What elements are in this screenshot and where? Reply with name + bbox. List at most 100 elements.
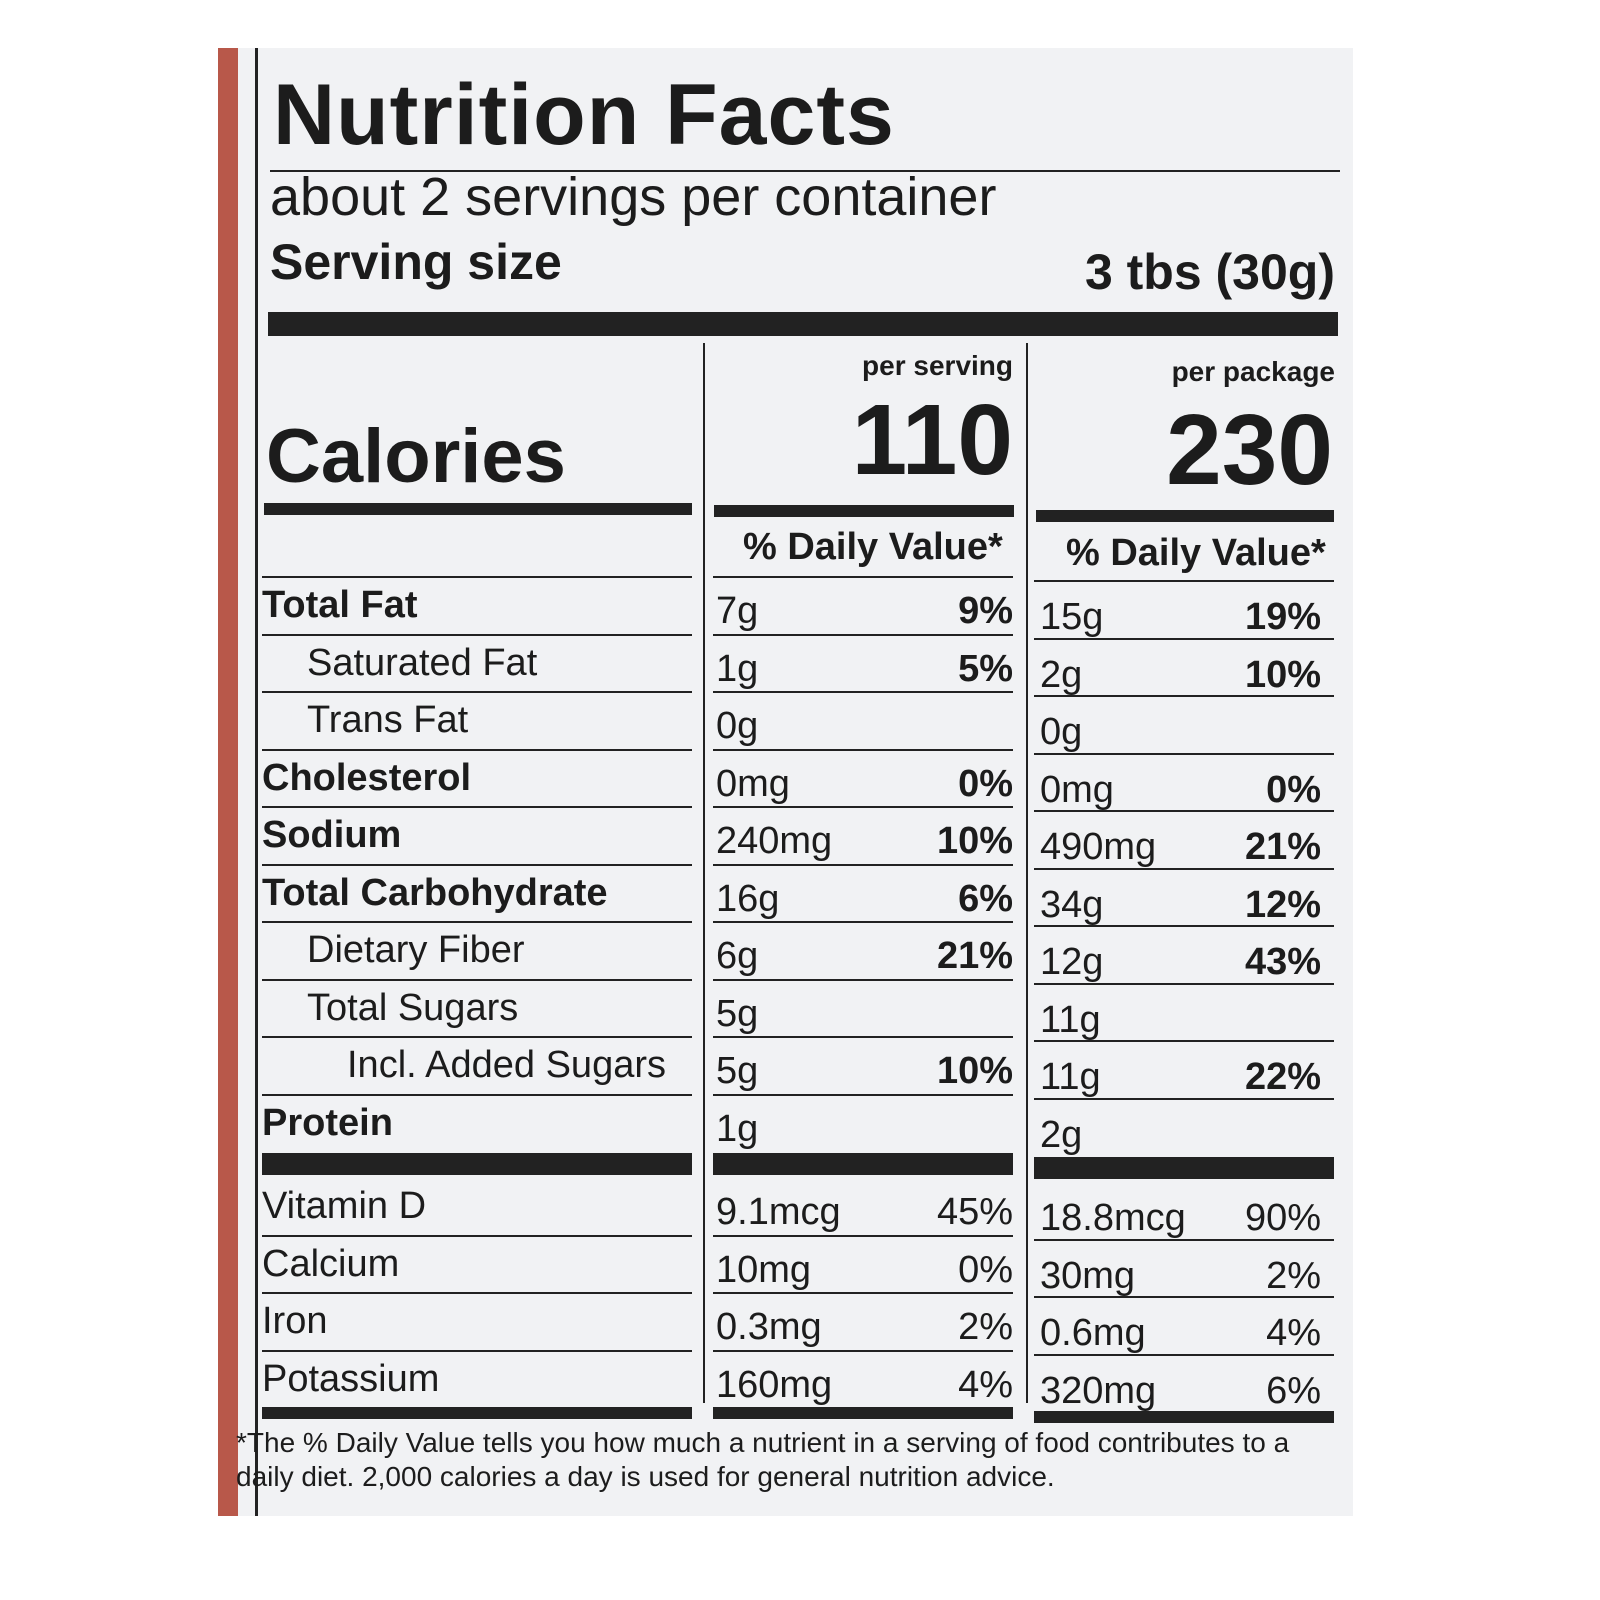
serving-dv: 0%: [958, 762, 1013, 805]
label-title: Nutrition Facts: [273, 67, 895, 163]
serving-amount: 6g: [716, 935, 759, 977]
serving-amount: 1g: [716, 647, 759, 690]
nutrient-name: Trans Fat: [307, 699, 469, 741]
nutrient-name: Saturated Fat: [307, 641, 538, 684]
nutrient-row: Incl. Added Sugars 5g 10% 11g 22%: [258, 1036, 1343, 1098]
package-edge: [218, 48, 238, 1516]
divider: [262, 1036, 692, 1038]
serving-amount: 5g: [716, 1050, 759, 1092]
serving-amount: 10mg: [716, 1248, 812, 1291]
serving-amount: 240mg: [716, 820, 833, 862]
nutrient-name: Potassium: [262, 1357, 440, 1400]
serving-amount: 9.1mcg: [716, 1191, 841, 1233]
nutrient-row: Dietary Fiber 6g 21% 12g 43%: [258, 921, 1343, 983]
divider: [713, 1349, 1013, 1352]
divider: [262, 1407, 692, 1419]
serving-dv: 0%: [958, 1248, 1013, 1291]
serving-amount: 1g: [716, 1107, 759, 1150]
nutrient-name: Incl. Added Sugars: [347, 1044, 666, 1086]
serving-dv: 10%: [936, 820, 1013, 862]
nutrient-row: Saturated Fat 1g 5% 2g 10%: [258, 634, 1343, 696]
column-divider: [703, 343, 705, 1403]
serving-dv: 9%: [958, 590, 1013, 632]
divider: [1034, 580, 1334, 582]
serving-amount: 16g: [716, 877, 780, 920]
divider: [1034, 752, 1334, 755]
calories-divider: [264, 503, 692, 515]
nutrition-facts-panel: Nutrition Facts about 2 servings per con…: [236, 48, 1343, 1516]
serving-amount: 160mg: [716, 1363, 833, 1406]
package-amount: 30mg: [1040, 1254, 1136, 1297]
per-package-label: per package: [1171, 356, 1335, 387]
divider: [1034, 1411, 1334, 1423]
serving-amount: 5g: [716, 992, 759, 1035]
divider: [713, 978, 1013, 981]
divider: [713, 1093, 1013, 1096]
divider: [1034, 1353, 1334, 1356]
package-amount: 11g: [1040, 1056, 1101, 1098]
divider: [713, 1234, 1013, 1237]
serving-dv: 6%: [958, 877, 1013, 920]
nutrient-row: Total Fat 7g 9% 15g 19%: [258, 576, 1343, 638]
divider: [1034, 1238, 1334, 1241]
divider: [1034, 1040, 1334, 1042]
nutrient-name: Total Carbohydrate: [262, 871, 608, 914]
serving-size-label: Serving size: [270, 234, 562, 290]
package-dv: 0%: [1266, 768, 1321, 811]
divider: [1034, 982, 1334, 985]
divider: [713, 633, 1013, 636]
divider: [262, 576, 692, 578]
per-serving-calories: 110: [851, 384, 1013, 496]
divider: [262, 1093, 692, 1096]
column-divider: [1026, 343, 1028, 1403]
nutrient-row: Protein 1g 2g: [258, 1094, 1343, 1156]
divider: [713, 863, 1013, 866]
nutrient-name: Total Sugars: [307, 986, 519, 1029]
divider: [262, 921, 692, 923]
servings-per-container: about 2 servings per container: [270, 167, 997, 227]
nutrient-row: Total Sugars 5g 11g: [258, 979, 1343, 1041]
package-amount: 0mg: [1040, 768, 1114, 811]
divider: [713, 748, 1013, 751]
package-dv: 19%: [1244, 596, 1321, 638]
divider: [1034, 925, 1334, 927]
nutrient-name: Iron: [262, 1300, 328, 1342]
nutrient-row: Total Carbohydrate 16g 6% 34g 12%: [258, 864, 1343, 926]
serving-amount: 7g: [716, 590, 759, 632]
divider: [713, 1153, 1013, 1175]
divider: [1034, 1097, 1334, 1100]
serving-dv: 2%: [958, 1306, 1013, 1348]
vitamin-row: Potassium 160mg 4% 320mg 6%: [258, 1350, 1343, 1412]
divider: [1034, 637, 1334, 640]
footnote: *The % Daily Value tells you how much a …: [236, 1427, 1290, 1492]
nutrition-label-background: [218, 48, 1353, 1516]
package-dv: 12%: [1244, 883, 1321, 926]
package-dv: 2%: [1266, 1254, 1321, 1297]
nutrient-name: Protein: [262, 1101, 393, 1144]
serving-dv: 10%: [936, 1050, 1013, 1092]
package-dv: 22%: [1244, 1056, 1321, 1098]
per-serving-dv-header: % Daily Value*: [743, 526, 1003, 568]
divider: [262, 691, 692, 693]
nutrient-name: Cholesterol: [262, 756, 472, 799]
package-amount: 320mg: [1040, 1369, 1157, 1412]
package-amount: 18.8mcg: [1040, 1197, 1186, 1239]
nutrient-name: Dietary Fiber: [307, 929, 525, 971]
divider: [713, 1036, 1013, 1038]
divider: [1034, 1157, 1334, 1179]
package-dv: 43%: [1244, 941, 1321, 983]
nutrient-row: Trans Fat 0g 0g: [258, 691, 1343, 753]
package-amount: 34g: [1040, 883, 1104, 926]
calories-label: Calories: [266, 414, 566, 499]
serving-size-value: 3 tbs (30g): [1084, 244, 1335, 300]
nutrient-name: Calcium: [262, 1242, 400, 1285]
package-amount: 2g: [1040, 653, 1083, 696]
divider: [262, 633, 692, 636]
thick-divider: [268, 312, 1338, 336]
serving-dv: 45%: [936, 1191, 1013, 1233]
package-amount: 2g: [1040, 1113, 1083, 1156]
divider: [270, 170, 1340, 172]
divider: [713, 1292, 1013, 1294]
calories-divider: [1036, 510, 1334, 522]
serving-dv: 4%: [958, 1363, 1013, 1406]
